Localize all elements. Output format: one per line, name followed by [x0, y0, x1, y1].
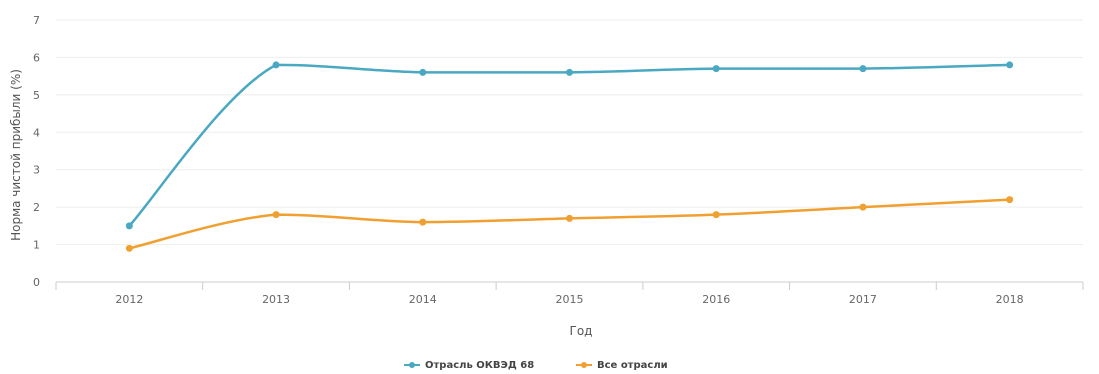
- y-tick-label: 5: [33, 89, 40, 102]
- x-tick-label: 2012: [115, 293, 143, 306]
- x-axis-title: Год: [570, 324, 593, 338]
- y-axis-title: Норма чистой прибыли (%): [9, 69, 23, 241]
- series-line: [128, 63, 1010, 227]
- grid-lines: [56, 19, 1083, 283]
- data-point[interactable]: [419, 68, 427, 76]
- data-point[interactable]: [125, 222, 133, 230]
- legend-label: Отрасль ОКВЭД 68: [425, 360, 534, 371]
- axes: 0 1 2 3 4 5 6 7 2012 2013 2014 2015 2016 2017 2018: [33, 14, 1084, 306]
- x-tick-label: 2015: [556, 293, 584, 306]
- data-point[interactable]: [125, 244, 133, 252]
- y-tick-label: 7: [33, 14, 40, 27]
- data-point[interactable]: [1006, 61, 1014, 69]
- data-point[interactable]: [1006, 196, 1014, 204]
- y-tick-label: 4: [33, 126, 40, 139]
- x-tick-label: 2013: [262, 293, 290, 306]
- data-point[interactable]: [712, 65, 720, 73]
- data-point[interactable]: [272, 211, 280, 219]
- legend-marker: [581, 362, 587, 368]
- y-tick-label: 2: [33, 201, 40, 214]
- legend-marker: [409, 362, 415, 368]
- x-tick-label: 2017: [849, 293, 877, 306]
- series-2: [125, 196, 1014, 252]
- data-point[interactable]: [272, 61, 280, 69]
- y-tick-label: 3: [33, 164, 40, 177]
- x-tick-label: 2016: [702, 293, 730, 306]
- y-tick-label: 6: [33, 51, 40, 64]
- x-tick-label: 2018: [996, 293, 1024, 306]
- data-point[interactable]: [566, 214, 573, 222]
- legend-label: Все отрасли: [597, 360, 668, 371]
- x-tick-label: 2014: [409, 293, 437, 306]
- data-point[interactable]: [859, 203, 867, 211]
- data-point[interactable]: [712, 211, 720, 219]
- series-1: [125, 61, 1014, 230]
- legend-item[interactable]: Все отрасли: [576, 360, 668, 371]
- legend-item[interactable]: Отрасль ОКВЭД 68: [404, 360, 534, 371]
- legend[interactable]: Отрасль ОКВЭД 68 Все отрасли: [404, 360, 668, 371]
- y-tick-label: 0: [33, 276, 40, 289]
- series-layer: [125, 61, 1014, 252]
- data-point[interactable]: [566, 68, 573, 76]
- data-point[interactable]: [859, 65, 867, 73]
- data-point[interactable]: [419, 218, 427, 226]
- y-tick-label: 1: [33, 239, 40, 252]
